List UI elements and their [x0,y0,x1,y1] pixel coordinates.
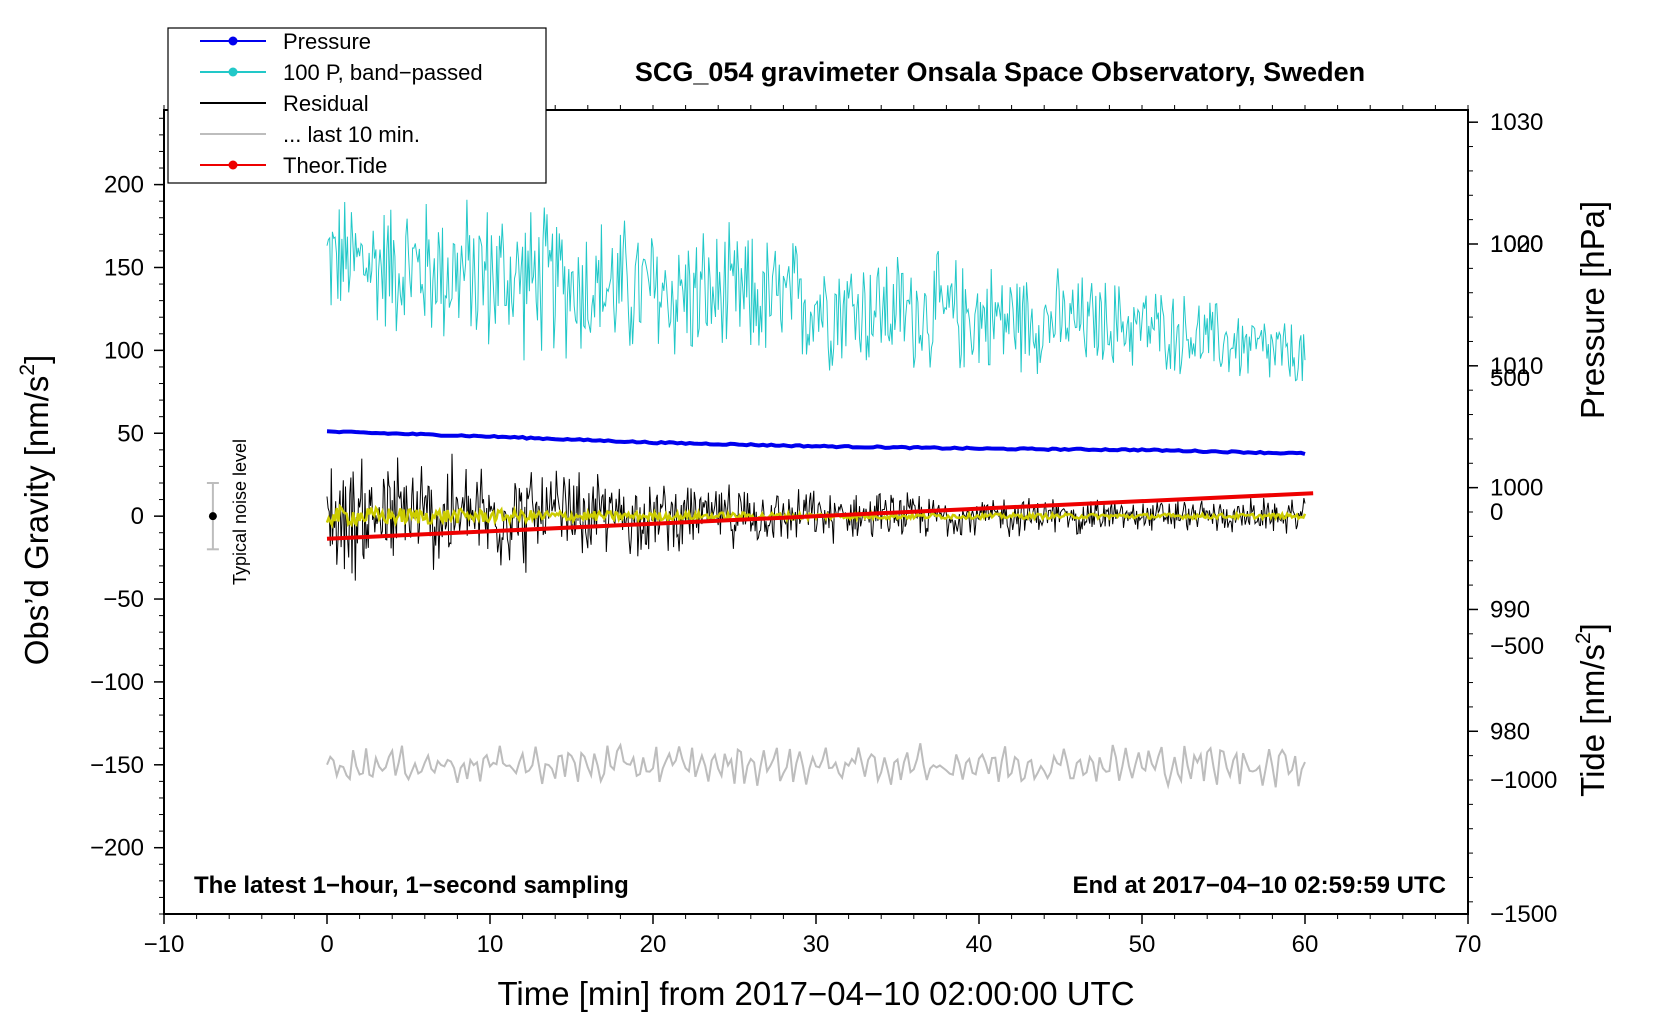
y-left-tick-label: 0 [131,503,144,530]
noise-center-dot [208,512,217,521]
tide-tick-label: 0 [1490,499,1503,526]
x-tick-label: 60 [1292,931,1319,958]
tide-label-sup: 2 [1572,632,1595,644]
pressure-axis-ticks: 1030 1020 1010 1000 990 980 [1468,109,1543,903]
x-tick-label: 70 [1455,931,1482,958]
y-left-axis-ticks: 200 150 100 50 0 −50 −100 −150 −200 [90,117,164,915]
tide-tick-label: 1000 [1490,231,1543,258]
pressure-tick-label: 1020 [1490,231,1543,258]
pressure-tick-label: 1010 [1490,353,1543,380]
annotation-left: The latest 1−hour, 1−second sampling [194,872,629,899]
y-left-label-sup: 2 [16,364,39,376]
pressure-tick-label: 980 [1490,718,1530,745]
tide-axis-label: Tide [nm/s2] [1572,623,1611,797]
series-bandpassed-pressure [326,199,1306,382]
pressure-tick-label: 990 [1490,596,1530,623]
legend-label: ... last 10 min. [283,122,420,147]
series-pressure [326,429,1306,456]
tide-tick-label: −1500 [1490,901,1557,928]
series-layer [325,199,1314,790]
pressure-axis-label: Pressure [hPa] [1574,201,1611,419]
x-tick-label: −10 [144,931,185,958]
series-last-10-min [326,742,1306,790]
x-tick-label: 30 [803,931,830,958]
legend-box [167,27,547,184]
chart-title: SCG_054 gravimeter Onsala Space Observat… [635,57,1365,87]
y-left-tick-label: 150 [104,254,144,281]
legend-marker [228,160,238,170]
tide-axis-ticks: 1000 500 0 −500 −1000 −1500 [1490,231,1557,928]
tide-tick-label: −500 [1490,633,1544,660]
y-left-tick-label: 50 [117,420,144,447]
legend-label: Residual [283,91,369,116]
pressure-tick-label: 1030 [1490,109,1543,136]
series-theoretical-tide [326,491,1314,541]
x-tick-label: 20 [640,931,667,958]
y-left-tick-label: −150 [90,752,144,779]
y-left-label-main: Obs’d Gravity [nm/s [18,376,55,666]
legend-marker [228,36,238,46]
legend-marker [228,67,238,77]
y-left-tick-label: −50 [103,586,144,613]
series-residual [326,453,1306,581]
y-left-axis-label: Obs’d Gravity [nm/s2] [16,355,55,666]
noise-level-indicator [206,481,219,551]
tide-label-end: ] [1574,623,1611,632]
x-axis-label: Time [min] from 2017−04−10 02:00:00 UTC [497,975,1134,1012]
y-left-tick-label: −200 [90,835,144,862]
y-left-tick-label: −100 [90,669,144,696]
x-axis-ticks: −10 0 10 20 30 40 50 60 70 [144,105,1482,958]
legend: Pressure 100 P, band−passed Residual ... la… [167,27,547,184]
x-tick-label: 10 [477,931,504,958]
noise-level-label: Typical noise level [230,439,250,585]
legend-label: Theor.Tide [283,153,387,178]
x-tick-label: 0 [320,931,333,958]
annotation-right: End at 2017−04−10 02:59:59 UTC [1072,872,1446,899]
pressure-tick-label: 1000 [1490,475,1543,502]
y-left-tick-label: 100 [104,337,144,364]
tide-tick-label: 500 [1490,365,1530,392]
x-tick-label: 40 [966,931,993,958]
legend-label: 100 P, band−passed [283,60,483,85]
y-left-label-end: ] [18,355,55,364]
series-residual-smoothed [325,503,1307,530]
legend-label: Pressure [283,29,371,54]
tide-label-main: Tide [nm/s [1574,644,1611,797]
x-tick-label: 50 [1129,931,1156,958]
y-left-tick-label: 200 [104,172,144,199]
tide-tick-label: −1000 [1490,767,1557,794]
